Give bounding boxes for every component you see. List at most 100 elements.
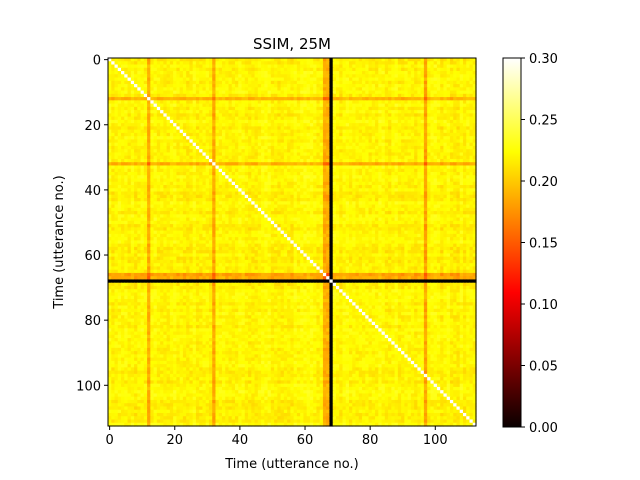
heatmap-cell [345, 181, 350, 186]
heatmap-cell [469, 100, 474, 105]
heatmap-cell [140, 191, 145, 196]
heatmap-cell [381, 113, 386, 118]
heatmap-cell [182, 158, 187, 163]
heatmap-cell [166, 139, 171, 144]
heatmap-cell [108, 126, 112, 131]
heatmap-cell [417, 129, 422, 134]
heatmap-cell [417, 106, 422, 111]
heatmap-cell [440, 110, 445, 114]
heatmap-cell [391, 126, 396, 131]
heatmap-cell [205, 155, 210, 160]
heatmap-cell [397, 145, 402, 150]
heatmap-cell [283, 185, 288, 189]
heatmap-cell [342, 188, 347, 193]
heatmap-cell [453, 191, 458, 196]
heatmap-cell [316, 123, 321, 127]
heatmap-cell [362, 93, 366, 98]
heatmap-cell [274, 198, 278, 202]
heatmap-cell [462, 191, 467, 196]
heatmap-cell [205, 142, 210, 147]
heatmap-cell [306, 158, 311, 163]
heatmap-cell [264, 139, 269, 144]
heatmap-cell [293, 129, 298, 134]
heatmap-cell [365, 119, 370, 124]
heatmap-cell [176, 87, 181, 92]
heatmap-cell [238, 71, 243, 75]
heatmap-cell [352, 97, 357, 101]
heatmap-cell [322, 64, 327, 69]
heatmap-cell [443, 194, 448, 199]
heatmap-cell [466, 100, 471, 105]
heatmap-cell [401, 191, 405, 196]
heatmap-cell [173, 171, 177, 176]
heatmap-cell [300, 198, 304, 202]
heatmap-cell [329, 152, 334, 157]
heatmap-cell [440, 67, 445, 72]
heatmap-cell [293, 158, 298, 163]
heatmap-cell [173, 198, 177, 202]
heatmap-cell [179, 64, 184, 69]
heatmap-cell [114, 123, 119, 127]
heatmap-cell [446, 58, 451, 62]
heatmap-cell [384, 97, 389, 101]
heatmap-cell [127, 139, 132, 144]
heatmap-cell [368, 119, 373, 124]
heatmap-cell [117, 71, 122, 75]
heatmap-cell [290, 90, 295, 95]
heatmap-cell [150, 80, 155, 85]
heatmap-cell [430, 103, 435, 108]
heatmap-cell [472, 191, 477, 196]
heatmap-cell [137, 162, 142, 167]
heatmap-cell [453, 168, 458, 173]
heatmap-cell [150, 198, 155, 202]
heatmap-cell [423, 171, 428, 176]
heatmap-cell [296, 168, 301, 173]
heatmap-cell [192, 119, 197, 124]
heatmap-cell [205, 136, 210, 141]
heatmap-cell [238, 93, 243, 98]
heatmap-cell [352, 185, 357, 189]
heatmap-cell [215, 87, 220, 92]
heatmap-cell [130, 126, 135, 131]
heatmap-cell [108, 113, 112, 118]
heatmap-cell [267, 194, 272, 199]
heatmap-cell [472, 119, 477, 124]
heatmap-cell [147, 178, 151, 183]
heatmap-cell [215, 103, 220, 108]
heatmap-cell [410, 136, 415, 141]
heatmap-cell [296, 103, 301, 108]
heatmap-cell [355, 90, 360, 95]
heatmap-cell [397, 158, 402, 163]
heatmap-cell [326, 113, 331, 118]
heatmap-cell [443, 67, 448, 72]
heatmap-cell [339, 100, 344, 105]
heatmap-cell [121, 155, 125, 160]
heatmap-cell [261, 178, 265, 183]
heatmap-cell [137, 129, 142, 134]
heatmap-cell [456, 119, 461, 124]
heatmap-cell [348, 116, 353, 121]
heatmap-cell [319, 74, 324, 79]
heatmap-cell [407, 155, 412, 160]
heatmap-cell [420, 58, 425, 62]
heatmap-cell [153, 93, 158, 98]
heatmap-cell [420, 178, 425, 183]
heatmap-cell [388, 58, 392, 62]
heatmap-cell [404, 123, 409, 127]
heatmap-cell [274, 80, 278, 85]
heatmap-cell [449, 162, 454, 167]
heatmap-cell [189, 126, 194, 131]
heatmap-cell [433, 103, 438, 108]
heatmap-cell [420, 90, 425, 95]
heatmap-cell [440, 185, 445, 189]
heatmap-cell [215, 77, 220, 82]
heatmap-cell [427, 136, 432, 141]
heatmap-cell [309, 119, 314, 124]
heatmap-cell [287, 142, 291, 147]
heatmap-cell [417, 132, 422, 137]
heatmap-cell [466, 87, 471, 92]
heatmap-cell [235, 149, 239, 154]
heatmap-row [108, 152, 477, 157]
heatmap-cell [160, 158, 164, 163]
heatmap-cell [375, 119, 379, 124]
